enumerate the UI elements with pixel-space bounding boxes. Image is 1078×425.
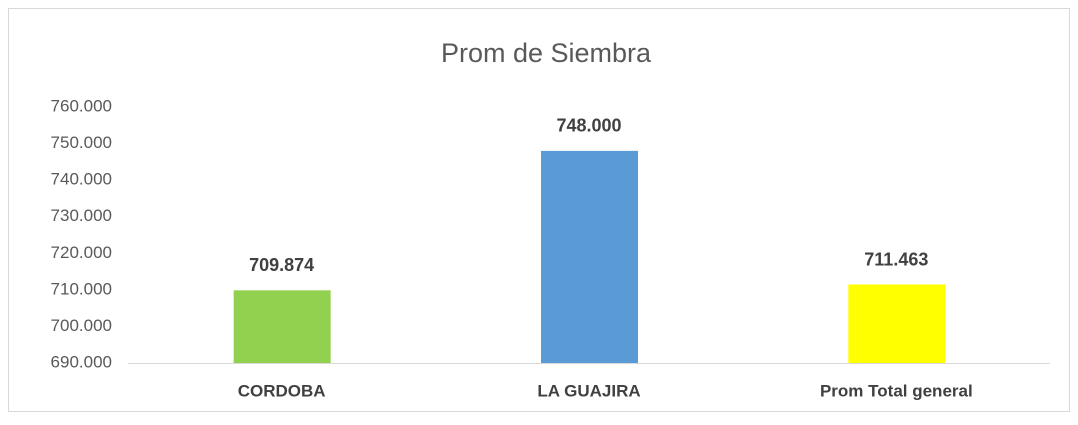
data-label: 748.000 bbox=[556, 116, 621, 136]
y-tick-label: 760.000 bbox=[51, 96, 112, 115]
y-tick-label: 740.000 bbox=[51, 170, 112, 189]
y-tick-label: 710.000 bbox=[51, 279, 112, 298]
bar bbox=[233, 290, 331, 363]
data-label: 709.874 bbox=[249, 255, 314, 275]
y-tick-label: 750.000 bbox=[51, 133, 112, 152]
chart-title: Prom de Siembra bbox=[441, 38, 652, 68]
bar bbox=[541, 150, 638, 363]
x-tick-label: Prom Total general bbox=[820, 381, 973, 400]
x-tick-label: LA GUAJIRA bbox=[537, 381, 640, 400]
x-tick-label: CORDOBA bbox=[238, 381, 326, 400]
y-tick-label: 720.000 bbox=[51, 243, 112, 262]
y-tick-label: 690.000 bbox=[51, 352, 112, 371]
y-tick-label: 700.000 bbox=[51, 316, 112, 335]
data-label: 711.463 bbox=[864, 249, 928, 269]
y-tick-label: 730.000 bbox=[51, 206, 112, 225]
bar bbox=[848, 284, 946, 363]
